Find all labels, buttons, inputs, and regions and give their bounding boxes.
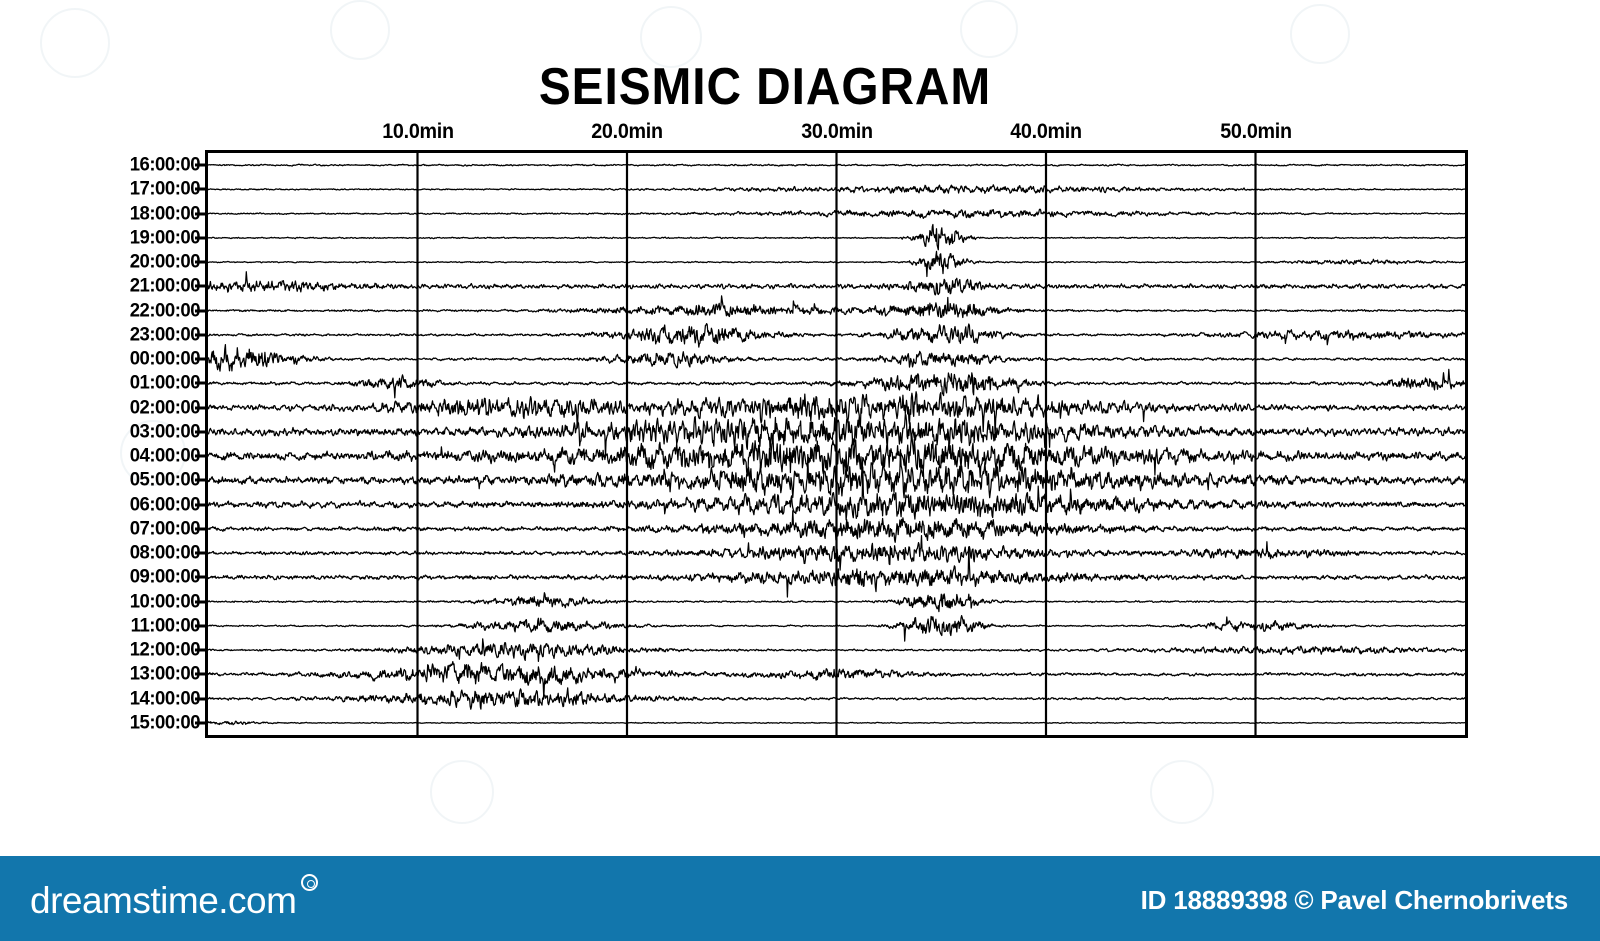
y-axis-tick-mark <box>195 430 206 434</box>
seismic-trace <box>208 209 1465 218</box>
y-axis-tick-label: 02:00:00 <box>129 396 201 419</box>
seismic-trace <box>208 662 1465 699</box>
seismic-trace <box>208 185 1465 194</box>
seismic-trace <box>208 616 1465 642</box>
dreamstime-logo[interactable]: dreamstime.com <box>30 880 297 921</box>
y-axis-tick-mark <box>195 309 206 313</box>
seismic-trace <box>208 225 1465 250</box>
y-axis-tick-label: 22:00:00 <box>129 299 201 322</box>
seismic-trace <box>208 593 1465 612</box>
seismic-trace <box>208 688 1465 709</box>
y-axis-tick-label: 16:00:00 <box>129 153 201 176</box>
y-axis-tick-label: 19:00:00 <box>129 226 201 249</box>
y-axis-tick-label: 09:00:00 <box>129 565 201 588</box>
y-axis-tick-label: 11:00:00 <box>130 614 201 637</box>
y-axis-tick-mark <box>195 260 206 264</box>
y-axis-tick-mark <box>195 721 206 725</box>
x-axis-tick-label: 20.0min <box>591 120 663 143</box>
plot-frame <box>205 150 1468 738</box>
y-axis-labels: 16:00:00 17:00:00 18:00:00 19:00:00 20:00:00… <box>0 0 201 800</box>
y-axis-tick-label: 03:00:00 <box>129 420 201 443</box>
seismic-trace <box>208 547 1465 597</box>
y-axis-tick-mark <box>195 697 206 701</box>
y-axis-tick-mark <box>195 575 206 579</box>
y-axis-tick-label: 04:00:00 <box>129 444 201 467</box>
spiral-icon <box>301 874 318 891</box>
y-axis-tick-mark <box>195 478 206 482</box>
y-axis-tick-mark <box>195 672 206 676</box>
y-axis-tick-mark <box>195 527 206 531</box>
y-axis-tick-mark <box>195 503 206 507</box>
seismogram-chart: 10.0min 20.0min 30.0min 40.0min 50.0min 16:0… <box>0 0 1468 800</box>
y-axis-tick-label: 00:00:00 <box>129 347 201 370</box>
seismic-trace <box>208 450 1465 498</box>
y-axis-tick-label: 20:00:00 <box>129 250 201 273</box>
seismic-trace <box>208 435 1465 477</box>
page-title: SEISMIC DIAGRAM <box>538 57 992 116</box>
y-axis-tick-mark <box>195 357 206 361</box>
seismic-trace <box>208 272 1465 295</box>
y-axis-tick-label: 01:00:00 <box>129 371 201 394</box>
y-axis-tick-label: 13:00:00 <box>129 662 201 685</box>
x-axis-tick-label: 40.0min <box>1010 120 1082 143</box>
seismic-trace <box>208 467 1465 520</box>
seismic-trace <box>208 251 1465 276</box>
y-axis-tick-label: 14:00:00 <box>129 687 201 710</box>
seismic-trace <box>208 639 1465 662</box>
y-axis-tick-label: 10:00:00 <box>129 590 201 613</box>
y-axis-tick-label: 05:00:00 <box>129 468 201 491</box>
seismic-trace <box>208 392 1465 438</box>
seismic-trace <box>208 296 1465 318</box>
x-axis-tick-label: 30.0min <box>800 120 873 143</box>
y-axis-tick-label: 17:00:00 <box>129 177 201 200</box>
y-axis-tick-mark <box>195 600 206 604</box>
seismic-trace <box>208 536 1465 571</box>
seismic-trace <box>208 345 1465 372</box>
seismic-trace <box>208 511 1465 543</box>
y-axis-tick-mark <box>195 163 206 167</box>
seismic-trace <box>208 324 1465 348</box>
y-axis-tick-mark <box>195 333 206 337</box>
seismic-trace <box>208 414 1465 457</box>
y-axis-tick-label: 18:00:00 <box>129 202 201 225</box>
y-axis-tick-label: 06:00:00 <box>129 493 201 516</box>
y-axis-tick-label: 07:00:00 <box>129 517 201 540</box>
footer-bar: dreamstime.com ID 18889398 © Pavel Chern… <box>0 856 1600 941</box>
y-axis-tick-mark <box>195 212 206 216</box>
seismic-trace <box>208 721 1465 725</box>
y-axis-tick-label: 15:00:00 <box>129 711 201 734</box>
x-axis-tick-label: 10.0min <box>381 120 454 143</box>
y-axis-tick-mark <box>195 236 206 240</box>
y-axis-tick-mark <box>195 454 206 458</box>
y-axis-tick-mark <box>195 648 206 652</box>
y-axis-tick-mark <box>195 551 206 555</box>
image-credit: ID 18889398 © Pavel Chernobrivets <box>1140 885 1569 915</box>
seismic-traces <box>208 153 1465 735</box>
y-axis-tick-mark <box>195 624 206 628</box>
y-axis-tick-label: 23:00:00 <box>129 323 201 346</box>
seismic-trace <box>208 369 1465 397</box>
y-axis-tick-mark <box>195 381 206 385</box>
y-axis-tick-label: 21:00:00 <box>129 274 201 297</box>
y-axis-tick-label: 08:00:00 <box>129 541 201 564</box>
x-axis-tick-label: 50.0min <box>1219 120 1292 143</box>
y-axis-tick-mark <box>195 406 206 410</box>
y-axis-tick-mark <box>195 284 206 288</box>
y-axis-tick-label: 12:00:00 <box>129 638 201 661</box>
seismic-trace <box>208 164 1465 166</box>
y-axis-tick-mark <box>195 187 206 191</box>
